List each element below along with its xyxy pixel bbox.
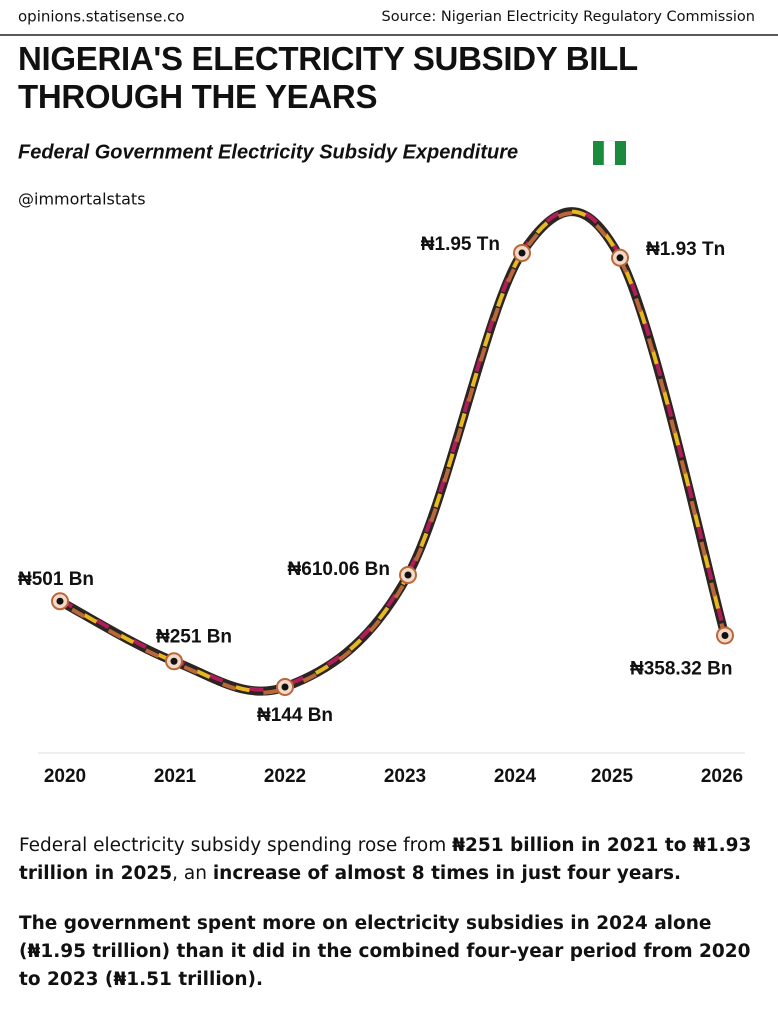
point-core	[281, 683, 289, 691]
source: Source: Nigerian Electricity Regulatory …	[382, 9, 755, 25]
note: The government spent more on electricity…	[19, 910, 764, 994]
note-text: ₦251 billion in 2021 to ₦1.93 trillion i…	[19, 835, 752, 884]
point-core	[518, 249, 526, 257]
value-label: ₦144 Bn	[257, 705, 333, 726]
site: opinions.statisense.co	[18, 8, 185, 26]
x-tick-label: 2022	[264, 766, 306, 787]
value-label: ₦610.06 Bn	[288, 559, 390, 580]
point-core	[721, 631, 729, 639]
x-tick-label: 2024	[494, 766, 537, 787]
title-box: NIGERIA'S ELECTRICITY SUBSIDY BILL THROU…	[18, 40, 638, 115]
cable-strand	[59, 208, 727, 692]
point-core	[170, 657, 178, 665]
point-core	[404, 571, 412, 579]
value-label: ₦1.93 Tn	[646, 239, 725, 260]
chart-title: NIGERIA'S ELECTRICITY SUBSIDY BILL THROU…	[18, 40, 638, 115]
value-label: ₦358.32 Bn	[630, 659, 732, 680]
cable-strand	[59, 211, 727, 695]
handle: @immortalstats	[18, 190, 146, 209]
note-text: increase of almost 8 times in just four …	[212, 863, 682, 884]
note-text: Federal electricity subsidy spending ros…	[19, 835, 453, 856]
value-label: ₦501 Bn	[18, 569, 94, 590]
x-tick-label: 2023	[384, 766, 426, 787]
note: Federal electricity subsidy spending ros…	[19, 832, 764, 888]
subtitle: Federal Government Electricity Subsidy E…	[18, 141, 518, 163]
flag	[593, 140, 626, 166]
x-tick-label: 2021	[154, 766, 197, 787]
x-tick-label: 2020	[44, 766, 86, 787]
point-core	[616, 254, 624, 262]
note-text: , an	[172, 863, 213, 884]
cable	[55, 207, 730, 696]
value-label: ₦1.95 Tn	[421, 234, 500, 255]
cable-strand	[59, 209, 727, 694]
note-text: The government spent more on electricity…	[19, 913, 751, 990]
point-core	[56, 597, 64, 605]
chart: opinions.statisense.co Source: Nigerian …	[0, 8, 778, 787]
x-tick-label: 2025	[591, 766, 634, 787]
value-label: ₦251 Bn	[156, 626, 232, 647]
notes: Federal electricity subsidy spending ros…	[19, 832, 764, 1016]
x-tick-label: 2026	[701, 766, 743, 787]
